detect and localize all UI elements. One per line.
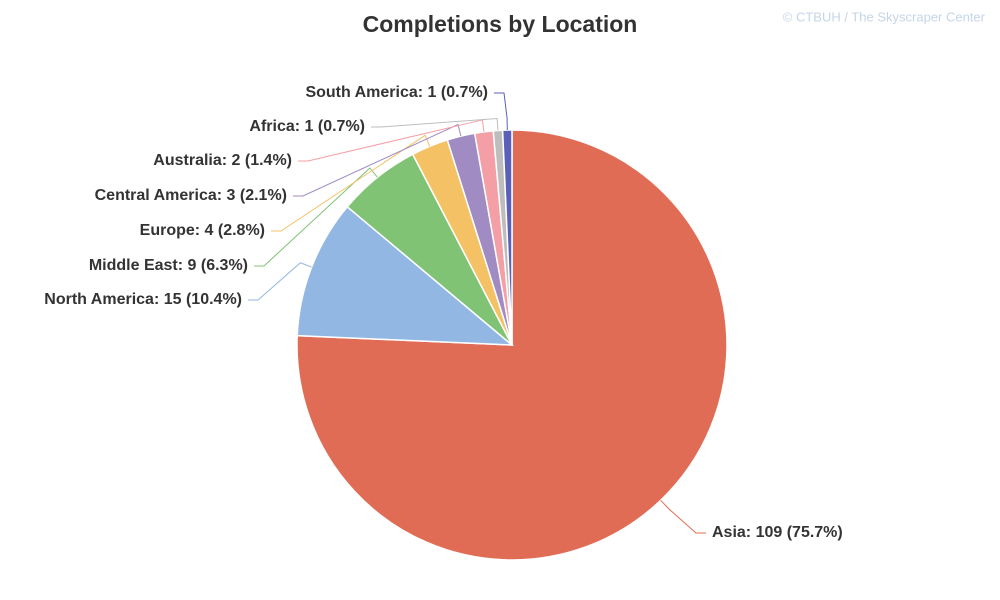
leader-line (371, 117, 499, 131)
leader-line (660, 499, 706, 534)
leader-line (298, 119, 485, 162)
data-label: Asia: 109 (75.7%) (712, 524, 843, 541)
chart-title: Completions by Location (363, 11, 638, 37)
data-label: Australia: 2 (1.4%) (153, 152, 292, 169)
pie-slice (501, 129, 513, 346)
data-label: Middle East: 9 (6.3%) (89, 257, 248, 274)
data-label: North America: 15 (10.4%) (44, 291, 242, 308)
credit: © CTBUH / The Skyscraper Center (783, 9, 986, 24)
leader-line (494, 92, 508, 131)
leader-line (293, 123, 462, 197)
data-label: South America: 1 (0.7%) (305, 84, 488, 101)
leader-line (271, 134, 431, 232)
leader-line (248, 262, 312, 301)
data-label: Africa: 1 (0.7%) (249, 118, 365, 135)
leader-line (254, 167, 378, 267)
pie-slice (296, 205, 515, 346)
data-label: Central America: 3 (2.1%) (95, 187, 287, 204)
data-label: Europe: 4 (2.8%) (140, 222, 265, 239)
